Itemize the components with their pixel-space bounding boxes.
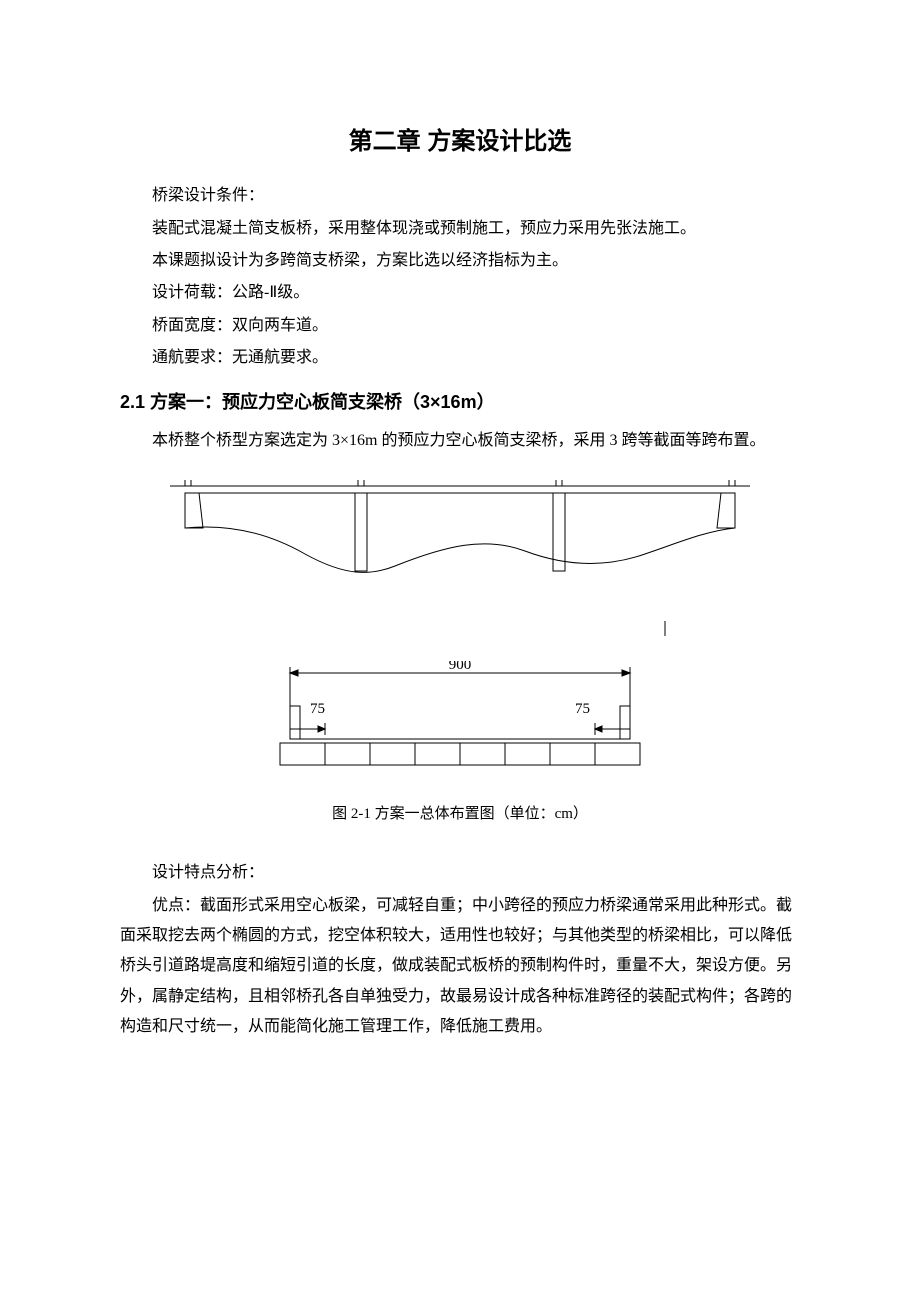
dim-75-left-label: 75 — [310, 701, 325, 717]
dim-900-label: 900 — [449, 661, 472, 673]
intro-p2: 装配式混凝土简支板桥，采用整体现浇或预制施工，预应力采用先张法施工。 — [120, 214, 800, 244]
figure-caption: 图 2-1 方案一总体布置图（单位：cm） — [120, 801, 800, 828]
intro-p5: 桥面宽度：双向两车道。 — [120, 311, 800, 341]
elevation-diagram — [165, 476, 755, 636]
section-2-1-heading: 2.1 方案一：预应力空心板简支梁桥（3×16m） — [120, 386, 800, 418]
intro-p4: 设计荷载：公路-Ⅱ级。 — [120, 278, 800, 308]
analysis-p1: 优点：截面形式采用空心板梁，可减轻自重；中小跨径的预应力桥梁通常采用此种形式。截… — [120, 891, 800, 1043]
cross-section-diagram: 900 75 75 — [250, 661, 670, 781]
analysis-heading: 设计特点分析： — [120, 858, 800, 888]
dim-75-right-label: 75 — [575, 701, 590, 717]
figure-2-1: 900 75 75 图 2-1 方案一总体布置图（单位：cm） — [120, 476, 800, 828]
chapter-title: 第二章 方案设计比选 — [120, 120, 800, 163]
intro-p6: 通航要求：无通航要求。 — [120, 343, 800, 373]
section-2-1-p1: 本桥整个桥型方案选定为 3×16m 的预应力空心板简支梁桥，采用 3 跨等截面等… — [120, 426, 800, 456]
intro-p3: 本课题拟设计为多跨简支桥梁，方案比选以经济指标为主。 — [120, 246, 800, 276]
intro-p1: 桥梁设计条件： — [120, 181, 800, 211]
